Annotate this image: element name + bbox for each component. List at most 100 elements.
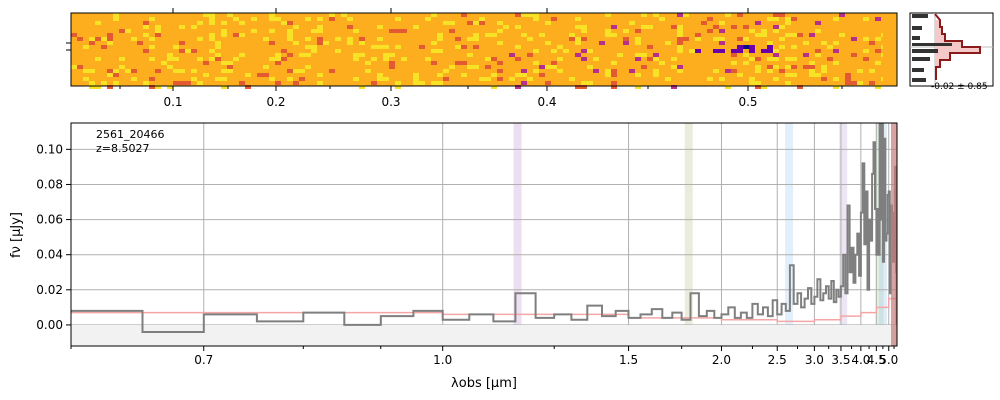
spectrum-2d-pixel bbox=[767, 49, 773, 53]
spectrum-2d-pixel bbox=[377, 73, 383, 77]
spectrum-2d-pixel bbox=[725, 69, 731, 73]
spectrum-2d-pixel bbox=[197, 81, 203, 85]
spectrum-2d-pixel bbox=[485, 65, 491, 69]
spectrum-2d-pixel bbox=[239, 33, 245, 37]
redshift-label: z=8.5027 bbox=[96, 142, 149, 155]
spectrum-2d-pixel bbox=[413, 77, 419, 81]
spectrum-2d-pixel bbox=[209, 49, 215, 53]
spectrum-2d-pixel bbox=[305, 17, 311, 21]
spectrum-2d-pixel bbox=[491, 73, 497, 77]
spectrum-2d-pixel bbox=[545, 81, 551, 85]
spectrum-2d-pixel bbox=[623, 37, 629, 41]
spectrum-2d-pixel bbox=[569, 33, 575, 37]
spectrum-2d-pixel bbox=[581, 57, 587, 61]
spectrum-2d-pixel bbox=[533, 61, 539, 65]
spectrum-2d-pixel bbox=[155, 69, 161, 73]
spectrum-2d-pixel bbox=[629, 21, 635, 25]
spectrum-2d-pixel bbox=[773, 49, 779, 53]
spectrum-2d-pixel bbox=[677, 65, 683, 69]
spectrum-2d-pixel bbox=[605, 69, 611, 73]
histogram-panel: -0.02 ± 0.85 bbox=[909, 12, 994, 92]
spectrum-2d-pixel bbox=[629, 69, 635, 73]
spectrum-2d-pixel bbox=[419, 81, 425, 85]
spectrum-2d-pixel bbox=[221, 77, 227, 81]
histogram-fill bbox=[935, 20, 980, 74]
spectrum-2d-pixel bbox=[767, 65, 773, 69]
spectrum-2d-pixel bbox=[89, 37, 95, 41]
spectrum-2d-pixel bbox=[815, 29, 821, 33]
spectrum-2d-pixel bbox=[737, 49, 743, 53]
x-ticks: 0.7 1.0 1.5 2.0 2.5 3.0 3.5 4.04.55.0 bbox=[70, 346, 898, 367]
spectrum-2d-pixel bbox=[617, 53, 623, 57]
spectrum-2d-pixel bbox=[509, 53, 515, 57]
spectrum-2d-pixel bbox=[209, 57, 215, 61]
spectrum-2d-pixel bbox=[473, 45, 479, 49]
spectrum-2d-pixel bbox=[191, 49, 197, 53]
spectrum-2d-pixel bbox=[581, 25, 587, 29]
spectrum-2d-pixel bbox=[635, 73, 641, 77]
spectrum-2d-pixel bbox=[419, 45, 425, 49]
spectrum-2d-pixel bbox=[167, 57, 173, 61]
spectrum-2d-pixel bbox=[761, 33, 767, 37]
spectrum-2d-pixel bbox=[89, 69, 95, 73]
spectrum-2d-pixel bbox=[389, 29, 395, 33]
spectrum-2d-xtick-label: 0.5 bbox=[738, 95, 757, 109]
spectrum-2d-pixel bbox=[869, 69, 875, 73]
spectrum-2d-pixel bbox=[239, 21, 245, 25]
spectrum-2d-pixel bbox=[779, 25, 785, 29]
spectrum-2d-pixel bbox=[587, 49, 593, 53]
spectrum-2d-pixel bbox=[773, 29, 779, 33]
spectrum-2d-pixel bbox=[95, 57, 101, 61]
spectrum-2d-pixel bbox=[497, 69, 503, 73]
spectrum-2d-pixel bbox=[677, 29, 683, 33]
spectrum-2d-pixel bbox=[233, 33, 239, 37]
spectrum-2d-pixel bbox=[833, 85, 839, 89]
spectrum-2d-pixel bbox=[605, 13, 611, 17]
spectrum-2d-pixel bbox=[701, 21, 707, 25]
spectrum-2d-pixel bbox=[203, 61, 209, 65]
spectrum-2d-pixels bbox=[71, 13, 897, 89]
spectrum-2d-pixel bbox=[401, 29, 407, 33]
spectrum-2d-pixel bbox=[215, 57, 221, 61]
spectrum-2d-pixel bbox=[827, 45, 833, 49]
spectrum-2d-pixel bbox=[443, 21, 449, 25]
spectrum-2d-pixel bbox=[773, 53, 779, 57]
spectrum-2d-pixel bbox=[527, 13, 533, 17]
spectrum-2d-pixel bbox=[767, 17, 773, 21]
spectrum-2d-pixel bbox=[641, 65, 647, 69]
spectrum-2d-pixel bbox=[155, 29, 161, 33]
spectrum-2d-pixel bbox=[155, 33, 161, 37]
spectrum-2d-pixel bbox=[263, 37, 269, 41]
spectrum-2d-pixel bbox=[317, 41, 323, 45]
spectrum-2d-pixel bbox=[737, 37, 743, 41]
spectrum-2d-pixel bbox=[653, 69, 659, 73]
spectrum-2d-pixel bbox=[269, 41, 275, 45]
spectrum-2d-pixel bbox=[533, 17, 539, 21]
spectrum-2d-pixel bbox=[503, 25, 509, 29]
spectrum-2d-pixel bbox=[203, 13, 209, 17]
spectrum-2d-pixel bbox=[497, 77, 503, 81]
spectrum-2d-pixel bbox=[335, 37, 341, 41]
spectrum-2d-pixel bbox=[581, 37, 587, 41]
spectrum-2d-pixel bbox=[773, 13, 779, 17]
spectrum-2d-pixel bbox=[161, 61, 167, 65]
spectrum-2d-pixel bbox=[305, 53, 311, 57]
spectrum-2d-pixel bbox=[437, 37, 443, 41]
spectrum-2d-pixel bbox=[857, 81, 863, 85]
spectrum-2d-pixel bbox=[833, 61, 839, 65]
spectrum-2d-pixel bbox=[239, 81, 245, 85]
spectrum-2d-pixel bbox=[71, 65, 77, 69]
spectrum-2d-panel: 0.1 0.2 0.3 0.4 0.5 bbox=[66, 8, 898, 109]
spectrum-2d-pixel bbox=[185, 49, 191, 53]
x-tick-label: 1.5 bbox=[619, 353, 638, 367]
spectrum-2d-pixel bbox=[209, 33, 215, 37]
spectrum-2d-pixel bbox=[743, 25, 749, 29]
spectrum-2d-pixel bbox=[179, 69, 185, 73]
spectrum-2d-pixel bbox=[89, 81, 95, 85]
spectrum-2d-pixel bbox=[347, 41, 353, 45]
spectrum-2d-pixel bbox=[107, 37, 113, 41]
spectrum-2d-pixel bbox=[839, 33, 845, 37]
spectrum-2d-pixel bbox=[515, 85, 521, 89]
spectrum-2d-pixel bbox=[395, 85, 401, 89]
